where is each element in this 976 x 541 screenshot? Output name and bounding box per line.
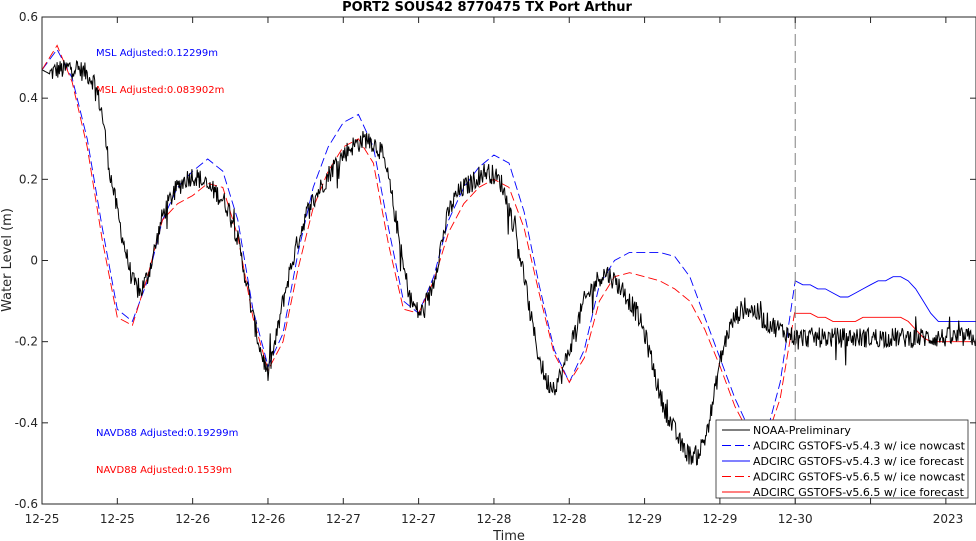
x-tick-label: 12-29 (627, 512, 662, 526)
msl-adjusted-v543-label: MSL Adjusted:0.12299m (96, 48, 218, 59)
x-tick-label: 12-26 (175, 512, 210, 526)
x-tick-label: 12-25 (100, 512, 135, 526)
x-axis-label: Time (492, 529, 525, 541)
series-layer (41, 44, 976, 466)
series-line-0 (41, 60, 976, 466)
navd88-adjusted-v565-label: NAVD88 Adjusted:0.1539m (96, 465, 232, 476)
y-tick-label: -0.2 (15, 335, 38, 349)
datum-annotations: MSL Adjusted:0.12299m MSL Adjusted:0.083… (96, 48, 238, 476)
chart-title: PORT2 SOUS42 8770475 TX Port Arthur (342, 0, 632, 15)
legend-label-4: ADCIRC GSTOFS-v5.6.5 w/ ice forecast (753, 486, 965, 499)
legend-box (715, 419, 969, 499)
x-axis-year-label: 2023 (933, 512, 964, 526)
x-tick-label: 12-28 (552, 512, 587, 526)
x-tick-label: 12-26 (251, 512, 286, 526)
navd88-adjusted-v543-label: NAVD88 Adjusted:0.19299m (96, 428, 238, 439)
msl-adjusted-v565-label: MSL Adjusted:0.083902m (96, 85, 224, 96)
x-tick-label: 12-30 (778, 512, 813, 526)
legend-label-0: NOAA-Preliminary (753, 424, 851, 437)
y-tick-label: 0.2 (19, 172, 38, 186)
y-tick-label: 0 (30, 254, 38, 268)
series-line-3 (41, 44, 796, 444)
series-line-1 (41, 48, 796, 440)
y-tick-label: -0.6 (15, 497, 38, 511)
y-tick-label: 0.6 (19, 10, 38, 24)
x-axis-ticks: 12-25 12-25 12-26 12-26 12-27 12-27 12-28 12-28… (25, 17, 947, 526)
legend-label-2: ADCIRC GSTOFS-v5.4.3 w/ ice forecast (753, 455, 965, 468)
legend: NOAA-Preliminary ADCIRC GSTOFS-v5.4.3 w/ … (715, 419, 969, 499)
y-tick-label: 0.4 (19, 91, 38, 105)
legend-label-1: ADCIRC GSTOFS-v5.4.3 w/ ice nowcast (753, 440, 966, 453)
y-axis-label: Water Level (m) (0, 208, 15, 312)
series-line-2 (794, 276, 976, 322)
x-tick-label: 12-29 (702, 512, 737, 526)
x-tick-label: 12-27 (326, 512, 361, 526)
legend-label-3: ADCIRC GSTOFS-v5.6.5 w/ ice nowcast (753, 471, 966, 484)
y-tick-label: -0.4 (15, 416, 38, 430)
x-tick-label: 12-28 (476, 512, 511, 526)
x-tick-label: 12-25 (25, 512, 60, 526)
x-tick-label: 12-27 (401, 512, 436, 526)
y-axis-ticks: -0.6 -0.4 -0.2 0 0.2 0.4 0.6 (15, 10, 976, 511)
